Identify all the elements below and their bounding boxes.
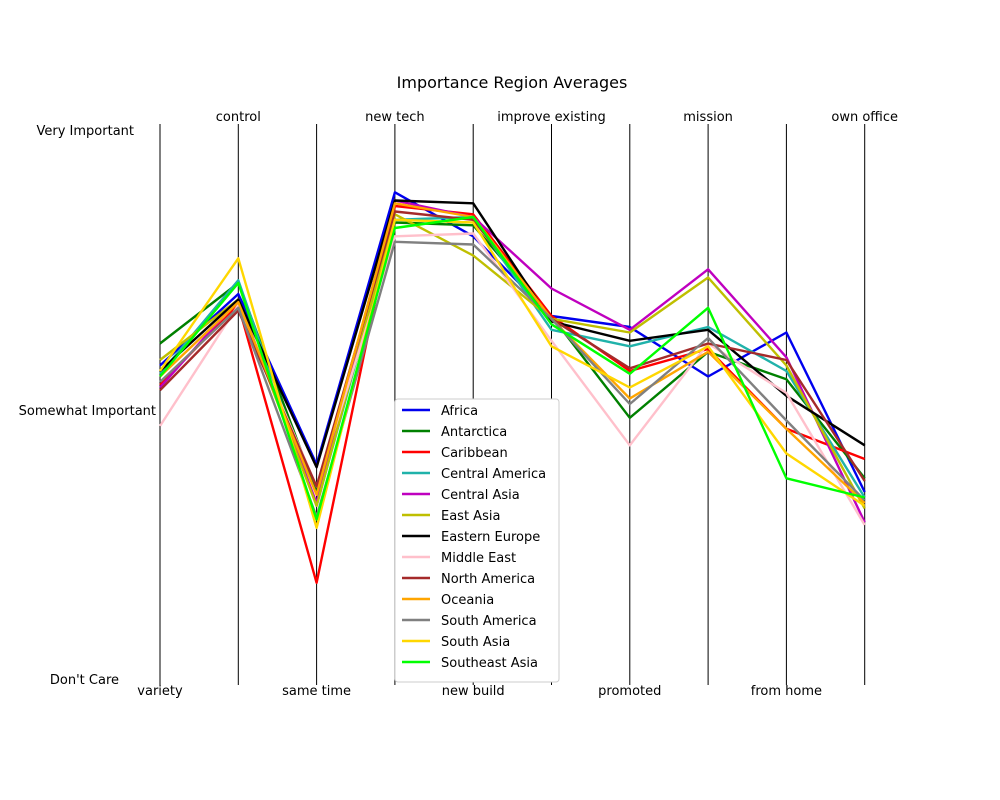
- series-lines: [158, 191, 866, 584]
- chart-title: Importance Region Averages: [397, 73, 628, 92]
- legend-label-central-america: Central America: [441, 467, 546, 482]
- axis-label-own-office: own office: [831, 110, 898, 125]
- legend-label-south-america: South America: [441, 614, 537, 629]
- axis-label-mission: mission: [683, 110, 733, 125]
- legend-label-antarctica: Antarctica: [441, 425, 507, 440]
- axis-label-variety: variety: [137, 684, 183, 699]
- legend-label-east-asia: East Asia: [441, 509, 500, 524]
- legend-label-caribbean: Caribbean: [441, 446, 508, 461]
- legend-label-eastern-europe: Eastern Europe: [441, 530, 540, 545]
- legend-label-oceania: Oceania: [441, 593, 494, 608]
- legend-label-southeast-asia: Southeast Asia: [441, 656, 538, 671]
- legend-label-south-asia: South Asia: [441, 635, 510, 650]
- legend-label-central-asia: Central Asia: [441, 488, 520, 503]
- axis-label-improve-existing: improve existing: [497, 110, 605, 125]
- legend-label-africa: Africa: [441, 404, 478, 419]
- axis-label-from-home: from home: [751, 684, 822, 699]
- series-line-southeast-asia: [159, 215, 865, 521]
- legend-box: [394, 398, 560, 683]
- level-label-don-t-care: Don't Care: [50, 673, 119, 688]
- axis-label-same-time: same time: [282, 684, 351, 699]
- series-line-south-america: [159, 240, 866, 518]
- axis-label-promoted: promoted: [598, 684, 661, 699]
- series-line-south-asia: [159, 218, 866, 529]
- legend: Africa Antarctica Caribbean Central America…: [394, 398, 560, 683]
- series-line-eastern-europe: [159, 199, 866, 469]
- axis-label-new-tech: new tech: [365, 110, 424, 125]
- legend-label-north-america: North America: [441, 572, 535, 587]
- level-labels: Don't Care Somewhat Important Very Importa…: [19, 124, 156, 688]
- axis-label-new-build: new build: [442, 684, 505, 699]
- level-label-very-important: Very Important: [37, 124, 135, 139]
- level-label-somewhat-important: Somewhat Important: [19, 404, 156, 419]
- series-line-africa: [159, 191, 866, 493]
- axis-label-control: control: [216, 110, 261, 125]
- legend-label-middle-east: Middle East: [441, 551, 516, 566]
